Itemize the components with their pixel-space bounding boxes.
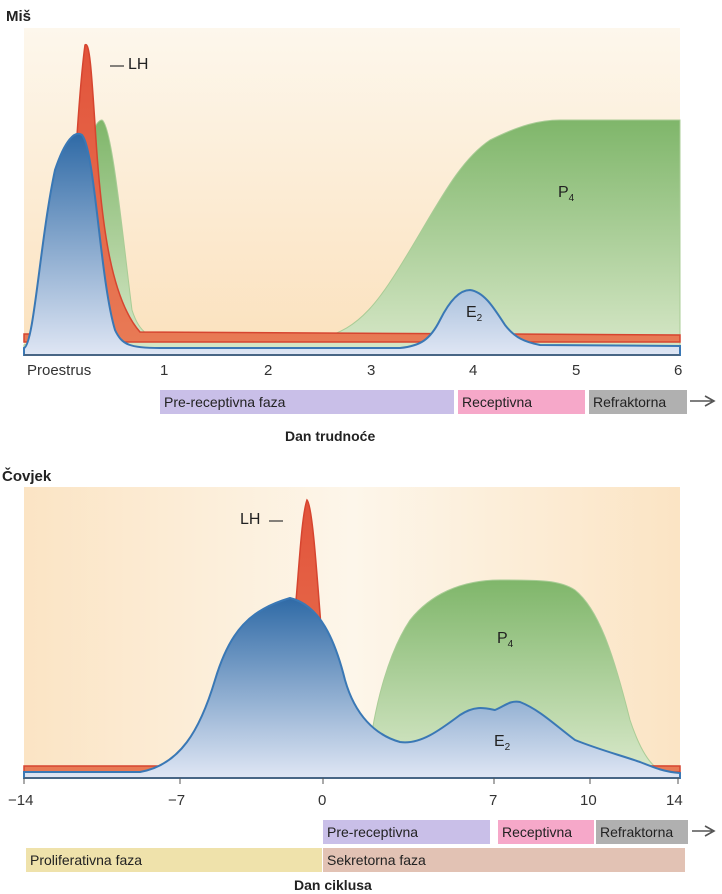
human-phase-receptive: Receptivna bbox=[498, 820, 594, 844]
human-estradiol-area bbox=[23, 596, 681, 779]
human-tick-minus-14: −14 bbox=[8, 792, 34, 809]
mouse-tick-2: 2 bbox=[264, 362, 273, 379]
human-refraktorna-arrow-icon bbox=[692, 825, 716, 837]
human-p4-label: P4 bbox=[497, 630, 514, 651]
human-tick-0: 0 bbox=[318, 792, 327, 809]
human-tick-14: 14 bbox=[666, 792, 683, 809]
mouse-lh-label: LH bbox=[128, 56, 149, 73]
mouse-tick-1: 1 bbox=[160, 362, 169, 379]
mouse-refraktorna-arrow-icon bbox=[690, 395, 716, 407]
human-phase-pre-receptive: Pre-receptivna bbox=[323, 820, 490, 844]
human-lh-label: LH bbox=[240, 511, 261, 528]
mouse-phase-refractory: Refraktorna bbox=[589, 390, 687, 414]
human-phase-refractory: Refraktorna bbox=[596, 820, 688, 844]
human-phase-secretory: Sekretorna faza bbox=[323, 848, 685, 872]
human-progesterone-area bbox=[367, 579, 661, 771]
mouse-p4-label: P4 bbox=[558, 184, 575, 205]
human-e2-label: E2 bbox=[494, 733, 511, 754]
mouse-phase-receptive: Receptivna bbox=[458, 390, 585, 414]
mouse-tick-4: 4 bbox=[469, 362, 478, 379]
mouse-e2-label: E2 bbox=[466, 304, 483, 325]
mouse-x-axis-label: Dan trudnoće bbox=[285, 428, 376, 444]
mouse-estradiol-area bbox=[23, 132, 681, 356]
mouse-tick-proestrus: Proestrus bbox=[27, 362, 92, 379]
human-panel-title: Čovjek bbox=[2, 468, 52, 485]
mouse-phase-pre-receptive: Pre-receptivna faza bbox=[160, 390, 454, 414]
mouse-tick-3: 3 bbox=[367, 362, 376, 379]
human-tick-10: 10 bbox=[580, 792, 597, 809]
human-tick-minus-7: −7 bbox=[168, 792, 186, 809]
mouse-panel-title: Miš bbox=[6, 8, 32, 25]
human-phase-proliferative: Proliferativna faza bbox=[26, 848, 322, 872]
mouse-tick-5: 5 bbox=[572, 362, 581, 379]
human-x-axis-label: Dan ciklusa bbox=[294, 877, 372, 893]
mouse-tick-6: 6 bbox=[674, 362, 683, 379]
human-tick-7: 7 bbox=[489, 792, 498, 809]
